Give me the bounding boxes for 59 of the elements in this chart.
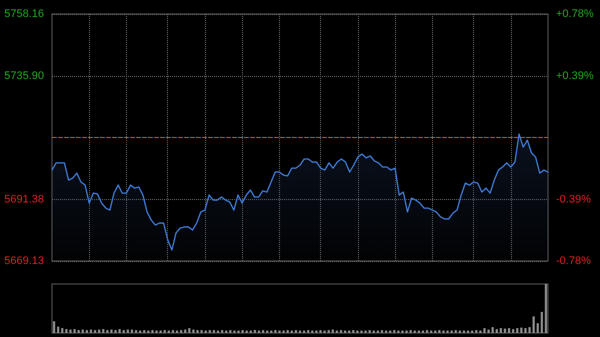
bar — [122, 330, 125, 333]
bar — [532, 316, 535, 333]
bar — [164, 330, 166, 333]
bar — [540, 312, 543, 333]
y2-tick-label: -0.39% — [556, 193, 592, 206]
bar — [73, 329, 76, 333]
bar — [496, 329, 498, 333]
bar — [102, 329, 104, 333]
bar — [307, 330, 310, 333]
bar — [143, 330, 146, 333]
bar — [328, 330, 330, 333]
bar — [192, 330, 195, 333]
bar — [487, 330, 490, 333]
bar — [524, 328, 527, 333]
bar — [106, 330, 108, 333]
bar — [110, 330, 113, 333]
bar — [57, 326, 60, 333]
bar — [82, 330, 84, 333]
bar — [352, 330, 354, 333]
bar — [393, 330, 396, 333]
bar — [61, 328, 64, 333]
bar — [118, 329, 121, 333]
bar — [69, 330, 72, 333]
bar — [65, 329, 68, 333]
bar — [492, 327, 494, 333]
bar — [508, 328, 510, 333]
bar — [126, 330, 129, 333]
bar — [86, 330, 88, 333]
bar — [90, 330, 92, 333]
bar — [180, 330, 182, 333]
bar — [52, 321, 56, 333]
bar — [475, 330, 478, 333]
bar — [438, 330, 440, 333]
bar — [332, 330, 334, 333]
bar — [500, 328, 502, 333]
bar — [286, 330, 289, 333]
bar — [368, 330, 371, 333]
bar — [184, 330, 186, 333]
bar — [528, 327, 531, 333]
bar — [410, 330, 412, 333]
bar — [483, 328, 486, 333]
bar — [130, 330, 134, 333]
bar — [78, 330, 80, 333]
y2-tick-label: -0.78% — [556, 255, 592, 267]
bar — [208, 330, 211, 333]
bar — [454, 330, 457, 333]
bar — [188, 328, 190, 333]
bar — [512, 329, 514, 333]
y-tick-label: 5691.38 — [4, 193, 44, 206]
y2-tick-label: +0.78% — [556, 8, 594, 20]
bar — [98, 330, 100, 333]
y2-tick-label: +0.39% — [556, 70, 594, 82]
y-tick-label: 5669.13 — [4, 255, 44, 267]
bar — [504, 328, 506, 333]
y-tick-label: 5735.90 — [4, 70, 44, 82]
bar — [229, 330, 232, 333]
y-tick-label: 5758.16 — [4, 8, 44, 20]
bar — [516, 328, 518, 333]
bar — [520, 328, 522, 333]
